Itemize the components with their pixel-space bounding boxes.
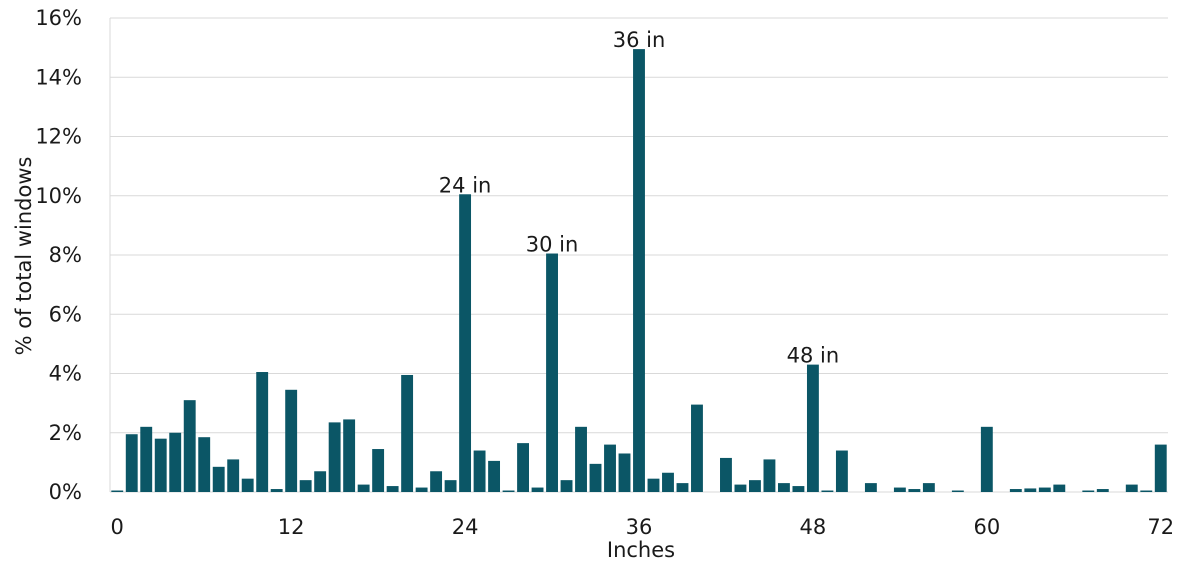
bar <box>401 374 414 492</box>
bar-annotation: 48 in <box>787 344 840 368</box>
bar <box>1038 487 1051 492</box>
bar <box>720 457 732 492</box>
x-tick-label: 48 <box>800 515 827 539</box>
y-tick-label: 0% <box>49 480 82 504</box>
bar <box>1125 484 1138 492</box>
y-tick-label: 10% <box>35 184 82 208</box>
bar <box>1154 444 1167 492</box>
bar <box>111 490 124 492</box>
bar <box>415 487 428 492</box>
x-tick-label: 12 <box>278 515 305 539</box>
bar <box>372 449 385 492</box>
bar <box>575 426 587 492</box>
bar <box>821 490 834 492</box>
y-axis-title: % of total windows <box>12 157 36 356</box>
bar <box>430 471 443 492</box>
bar <box>154 438 167 492</box>
bar <box>734 484 747 492</box>
bar <box>893 487 906 492</box>
x-axis-title: Inches <box>607 538 675 562</box>
bar <box>183 400 196 492</box>
bar <box>835 450 848 492</box>
bar <box>618 453 631 492</box>
bar <box>633 49 645 492</box>
bar-annotation: 30 in <box>526 233 579 257</box>
bar <box>212 466 225 492</box>
bar <box>299 480 312 492</box>
bars <box>111 49 1167 493</box>
bar <box>285 389 298 492</box>
bar <box>806 364 819 492</box>
bar <box>125 434 138 492</box>
bar <box>531 487 544 492</box>
bar-annotation: 24 in <box>439 173 492 197</box>
x-tick-label: 72 <box>1147 515 1174 539</box>
bar-annotation: 36 in <box>613 28 666 52</box>
bar <box>691 404 703 492</box>
bar <box>589 463 602 492</box>
y-tick-label: 16% <box>35 6 82 30</box>
bar <box>1009 489 1022 492</box>
bar <box>270 489 283 492</box>
bar <box>560 480 573 492</box>
bar <box>502 490 515 492</box>
bar <box>444 480 457 492</box>
bar <box>198 437 211 492</box>
bar <box>517 443 529 492</box>
y-tick-labels: 0% 2% 4% 6% 8% 10% 12% 14% 16% <box>35 6 82 504</box>
x-tick-label: 36 <box>626 515 653 539</box>
bar <box>1082 490 1095 492</box>
bar <box>662 472 674 492</box>
bar <box>546 253 558 492</box>
bar <box>922 483 935 492</box>
x-tick-label: 24 <box>452 515 479 539</box>
bar <box>343 419 356 492</box>
bar <box>328 422 341 492</box>
bar <box>777 483 790 492</box>
bar <box>763 459 776 492</box>
bar <box>980 426 993 492</box>
bar <box>314 471 327 492</box>
bar <box>1053 484 1066 492</box>
bar <box>140 426 153 492</box>
bar <box>1024 488 1037 492</box>
y-tick-label: 8% <box>49 243 82 267</box>
bar <box>908 489 921 492</box>
x-tick-label: 60 <box>973 515 1000 539</box>
bar <box>864 483 877 492</box>
x-tick-labels: 0 12 24 36 48 60 72 <box>111 515 1175 539</box>
bar <box>676 483 689 492</box>
bar <box>749 480 761 492</box>
y-tick-label: 4% <box>49 362 82 386</box>
bar <box>604 444 616 492</box>
x-tick-label: 0 <box>111 515 124 539</box>
bar <box>1140 490 1153 492</box>
bar <box>256 372 269 492</box>
y-tick-label: 14% <box>35 65 82 89</box>
bar <box>169 432 182 492</box>
y-tick-label: 12% <box>35 125 82 149</box>
bar <box>227 459 240 492</box>
bar <box>386 486 399 492</box>
bar <box>473 450 486 492</box>
bar <box>241 478 254 492</box>
bar <box>647 478 660 492</box>
bar <box>459 194 472 493</box>
bar <box>951 490 964 492</box>
bar-annotations: 24 in 30 in 36 in 48 in <box>439 28 839 368</box>
bar <box>1096 489 1109 492</box>
y-tick-label: 6% <box>49 302 82 326</box>
y-tick-label: 2% <box>49 421 82 445</box>
bar <box>357 484 370 492</box>
bar <box>792 486 805 492</box>
bar <box>488 460 501 492</box>
